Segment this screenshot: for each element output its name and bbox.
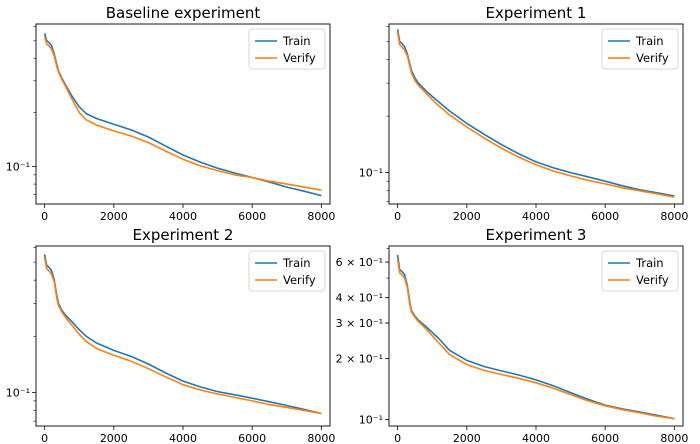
x-tick-label: 8000: [307, 210, 335, 223]
legend-label: Train: [635, 34, 664, 48]
legend-label: Verify: [636, 273, 669, 287]
legend-label: Verify: [283, 51, 316, 65]
x-tick-label: 0: [394, 432, 401, 444]
y-tick-label: 2 × 10⁻¹: [336, 353, 383, 366]
y-tick-label: 10⁻¹: [359, 414, 383, 427]
x-tick-label: 2000: [100, 210, 128, 223]
subplot-4: Experiment 3 0 2000 4000 6000 8000 10⁻¹ 2 × 10⁻…: [336, 226, 689, 444]
panel-title: Experiment 1: [486, 4, 587, 22]
series-line-verify: [43, 36, 322, 191]
legend-label: Verify: [636, 51, 669, 65]
x-tick-label: 4000: [169, 210, 197, 223]
x-tick-label: 6000: [591, 210, 619, 223]
panel-title: Experiment 3: [486, 226, 587, 244]
panel-title: Baseline experiment: [106, 4, 261, 22]
y-tick-label: 6 × 10⁻¹: [336, 256, 383, 269]
legend-box: [248, 28, 326, 70]
legend-box: [601, 250, 679, 292]
series-line-verify: [396, 259, 675, 420]
x-tick-label: 8000: [307, 432, 335, 444]
legend-box: [248, 250, 326, 292]
x-tick-label: 4000: [522, 210, 550, 223]
series-line-verify: [43, 257, 322, 415]
panel-title: Experiment 2: [133, 226, 234, 244]
y-tick-label: 4 × 10⁻¹: [336, 292, 383, 305]
subplot-1: Baseline experiment 0 2000 4000 6000 8000 10⁻¹…: [6, 4, 336, 223]
legend-label: Train: [635, 256, 664, 270]
legend-label: Train: [282, 256, 311, 270]
x-tick-label: 4000: [169, 432, 197, 444]
x-tick-label: 8000: [660, 210, 688, 223]
legend-label: Train: [282, 34, 311, 48]
x-tick-label: 0: [41, 432, 48, 444]
x-tick-label: 8000: [660, 432, 688, 444]
x-tick-label: 2000: [453, 432, 481, 444]
x-tick-label: 6000: [238, 432, 266, 444]
legend-label: Verify: [283, 273, 316, 287]
y-tick-label: 10⁻¹: [6, 386, 30, 399]
x-tick-label: 2000: [100, 432, 128, 444]
x-tick-label: 0: [41, 210, 48, 223]
subplot-2: Experiment 1 0 2000 4000 6000 8000 10⁻¹ Train Ve…: [359, 4, 689, 223]
subplot-3: Experiment 2 0 2000 4000 6000 8000 10⁻¹ Train Ve…: [6, 226, 336, 444]
y-tick-label: 3 × 10⁻¹: [336, 317, 383, 330]
x-tick-label: 4000: [522, 432, 550, 444]
y-tick-label: 10⁻¹: [359, 167, 383, 180]
series-line-verify: [396, 32, 675, 198]
x-tick-label: 0: [394, 210, 401, 223]
y-tick-label: 10⁻¹: [6, 161, 30, 174]
legend-box: [601, 28, 679, 70]
x-tick-label: 2000: [453, 210, 481, 223]
x-tick-label: 6000: [238, 210, 266, 223]
x-tick-label: 6000: [591, 432, 619, 444]
